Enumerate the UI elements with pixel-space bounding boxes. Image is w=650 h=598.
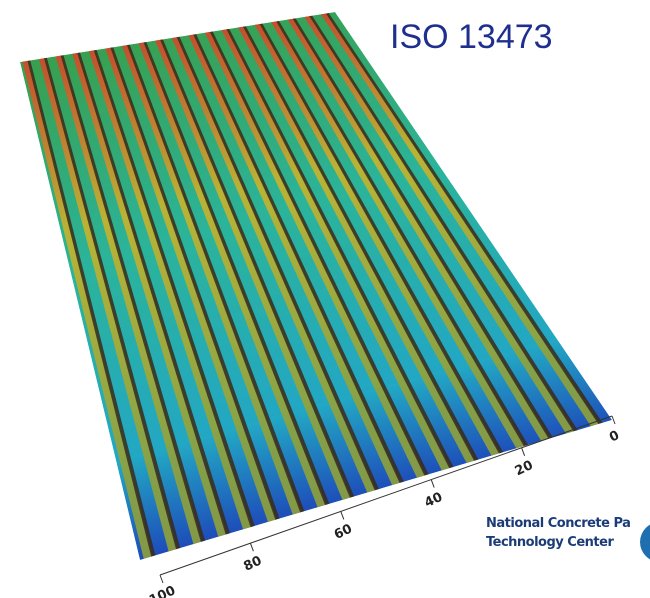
ridge [309,15,578,432]
ridge [320,13,600,427]
ridge [221,29,451,471]
ridge [55,55,203,545]
ridge [171,37,376,493]
logo-text: National Concrete Pa [486,516,630,531]
ridge [39,58,178,552]
ridge [188,34,401,486]
ridge [193,34,404,483]
ridge [121,44,302,515]
ridge [72,52,227,537]
ridge [160,39,355,498]
ridge [143,41,330,506]
ridge [93,49,255,528]
ridge [254,23,501,456]
tick-mark [521,447,526,456]
ridge [242,26,479,461]
tick-mark [611,415,616,425]
ridge [287,18,550,441]
ridge [138,42,327,508]
tick-label: 80 [242,553,265,574]
tick-mark [430,479,435,488]
ridge [126,44,305,513]
ridge [271,21,526,449]
ridge [27,60,156,557]
ridge [292,18,553,439]
tick-label: 100 [147,583,178,598]
ridge [226,28,454,469]
ridge [176,36,379,491]
texture-surface [20,12,612,560]
tick-label: 40 [422,490,445,511]
tick-mark [159,574,164,584]
ridge [110,47,280,520]
tick-mark [340,511,345,520]
title: ISO 13473 [390,18,553,56]
tick-label: 20 [513,458,536,479]
ridge [44,57,181,550]
logo-text: Technology Center [486,535,614,550]
ridge [204,31,426,478]
ridge [209,31,429,476]
ridge [60,55,206,542]
ridge [77,52,230,535]
tick-mark [249,543,254,552]
tick-label: 60 [332,522,355,543]
logo-mark [640,524,650,560]
ridge [276,20,529,447]
ridge [325,13,603,425]
axis-line [159,415,613,576]
tick-label: 0 [607,428,622,445]
ridge [155,39,352,500]
ridge [259,23,504,454]
ridge [88,50,252,530]
ridge [22,60,153,559]
ridge [238,26,476,464]
ridge [105,47,277,523]
ridge [304,15,575,434]
